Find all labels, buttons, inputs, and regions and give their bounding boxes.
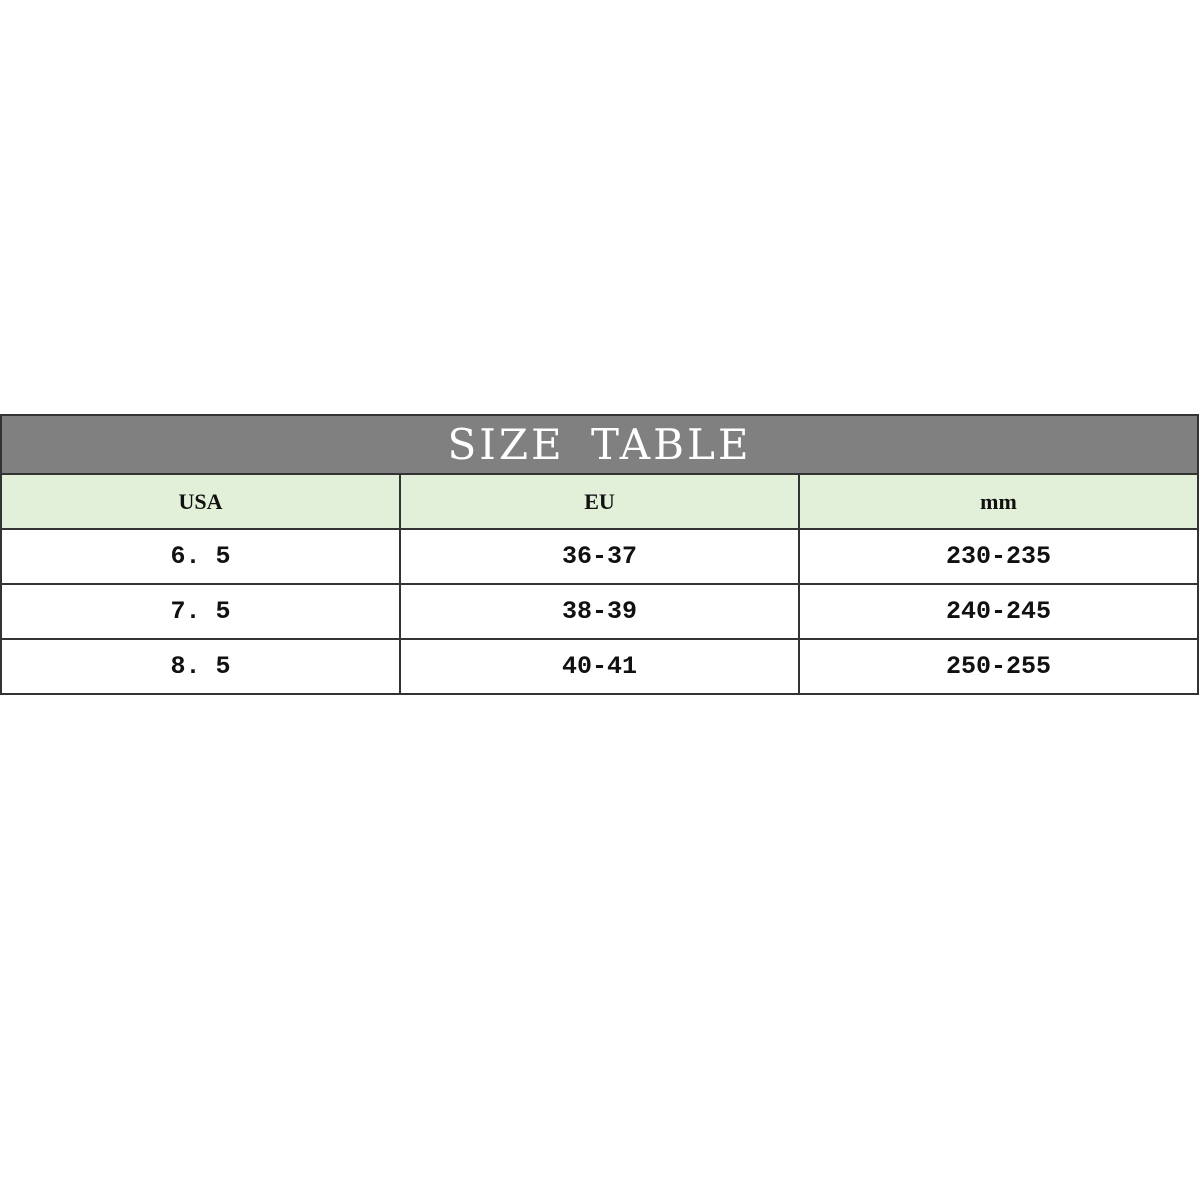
cell-mm: 240-245 <box>798 583 1199 640</box>
size-table: SIZE TABLE USA EU mm 6. 5 36-37 230-235 … <box>0 414 1199 695</box>
column-header-eu: EU <box>399 473 800 530</box>
table-row: 8. 5 40-41 250-255 <box>0 638 1199 695</box>
cell-usa: 7. 5 <box>0 583 401 640</box>
cell-mm: 250-255 <box>798 638 1199 695</box>
title-row: SIZE TABLE <box>0 414 1199 475</box>
cell-usa: 6. 5 <box>0 528 401 585</box>
table-title: SIZE TABLE <box>0 414 1199 475</box>
cell-usa: 8. 5 <box>0 638 401 695</box>
table-row: 6. 5 36-37 230-235 <box>0 528 1199 585</box>
table-row: 7. 5 38-39 240-245 <box>0 583 1199 640</box>
cell-mm: 230-235 <box>798 528 1199 585</box>
column-header-usa: USA <box>0 473 401 530</box>
header-row: USA EU mm <box>0 473 1199 530</box>
column-header-mm: mm <box>798 473 1199 530</box>
cell-eu: 38-39 <box>399 583 800 640</box>
cell-eu: 36-37 <box>399 528 800 585</box>
cell-eu: 40-41 <box>399 638 800 695</box>
